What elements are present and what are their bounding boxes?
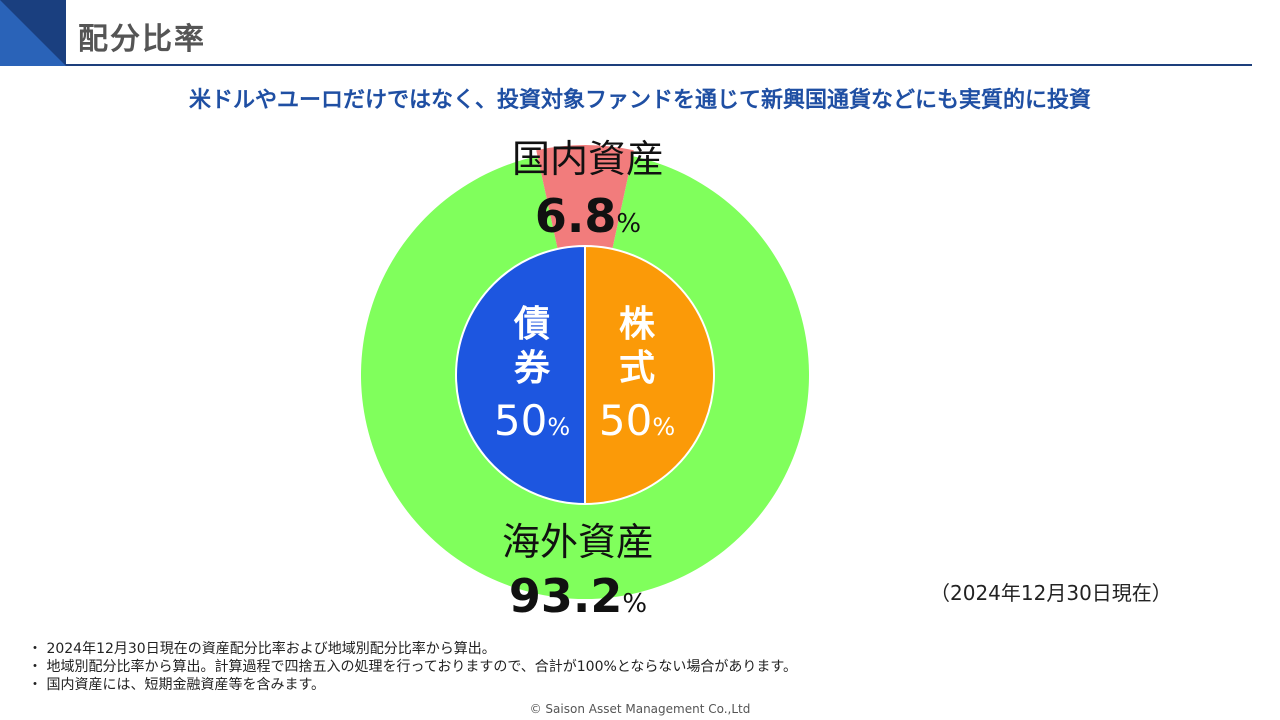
equities-label: 式 [619,348,655,389]
bonds-slice [455,244,586,506]
bonds-label: 債 [513,304,550,345]
bonds-value: 50% [494,396,570,445]
domestic-assets-value: 6.8% [535,189,641,243]
overseas-assets-label: 海外資産 [502,520,654,564]
footnote: 地域別配分比率から算出。計算過程で四捨五入の処理を行っておりますので、合計が10… [28,658,1228,676]
title-divider [66,64,1252,66]
copyright: © Saison Asset Management Co.,Ltd [529,702,751,716]
equities-label: 株 [619,304,656,345]
domestic-assets-label: 国内資産 [512,137,664,181]
overseas-assets-value: 93.2% [509,569,647,623]
page-subtitle: 米ドルやユーロだけではなく、投資対象ファンドを通じて新興国通貨などにも実質的に投… [188,88,1091,113]
equities-slice [584,244,715,506]
page-title: 配分比率 [78,22,206,57]
bonds-label: 券 [514,348,551,389]
as-of-date: （2024年12月30日現在） [930,581,1172,605]
footnotes: 2024年12月30日現在の資産配分比率および地域別配分比率から算出。 地域別配… [28,640,1228,694]
equities-value: 50% [599,396,675,445]
footnote: 国内資産には、短期金融資産等を含みます。 [28,676,1228,694]
footnote: 2024年12月30日現在の資産配分比率および地域別配分比率から算出。 [28,640,1228,658]
allocation-chart: 国内資産 6.8% 海外資産 93.2% 債券 50% 株式 50% [361,137,810,623]
corner-accent [0,0,66,66]
